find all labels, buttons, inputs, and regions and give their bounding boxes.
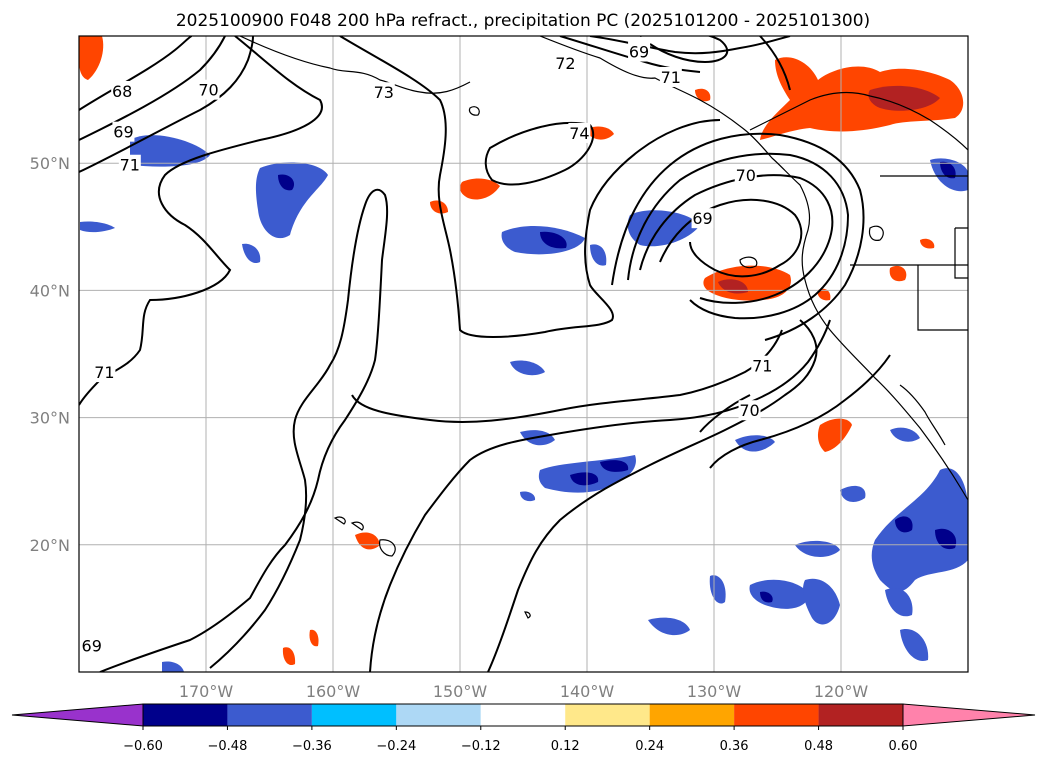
contour-label-bg [568,122,591,143]
colorbar-tick-label: 0.12 [551,739,580,754]
contour-label: 71 [120,156,140,175]
contour-label-bg [628,41,651,62]
contour-label: 70 [198,81,218,100]
contour-label: 71 [752,357,772,376]
contour-label: 69 [629,43,649,62]
contour-label: 73 [374,83,394,102]
contour-label-bg [751,355,774,376]
contour-label-bg [691,208,714,229]
map-title: 2025100900 F048 200 hPa refract., precip… [176,11,870,31]
contour-label: 74 [569,124,589,143]
lon-tick-label: 170°W [179,682,234,701]
contour-label-bg [197,79,220,100]
colorbar-tick-label: −0.36 [292,739,332,754]
colorbar-segment [565,704,650,726]
contour-label: 70 [739,401,759,420]
colorbar-tick-label: 0.60 [889,739,918,754]
contour-label-bg [80,635,103,656]
colorbar-tick-label: 0.48 [804,739,833,754]
contour-label: 70 [736,166,756,185]
colorbar-segment [818,704,903,726]
colorbar-segment [227,704,312,726]
contour-label-bg [112,121,135,142]
colorbar-tick-label: −0.60 [123,739,163,754]
lat-tick-label: 20°N [30,536,70,555]
colorbar-segment [480,704,566,726]
contour-label: 71 [94,363,114,382]
contour-label-bg [659,66,682,87]
contour-label-bg [118,154,141,175]
refractivity-contours [79,36,891,672]
contour-label: 69 [113,123,133,142]
colorbar-tick-label: 0.36 [720,739,749,754]
colorbar-tick-label: −0.12 [461,739,501,754]
precip-positive-areas [79,36,964,666]
precip-negative-areas [80,135,968,672]
colorbar-segment [143,704,228,726]
colorbar-tick-label: −0.48 [208,739,248,754]
map-area: 69 71 71 69 68 70 73 74 72 69 71 70 69 71 70 [79,36,968,672]
lon-tick-label: 130°W [687,682,742,701]
colorbar-segment [649,704,735,726]
contour-label-bg [111,80,134,101]
colorbar-segment [734,704,819,726]
lat-tick-label: 30°N [30,409,70,428]
map-frame [78,35,969,673]
colorbar-extend-high [902,703,1036,727]
contour-label-bg [554,52,577,73]
contour-label: 69 [692,209,712,228]
contour-label: 72 [555,54,575,73]
colorbar-extend-low [11,703,144,727]
colorbar-tick-label: 0.24 [635,739,664,754]
lon-tick-label: 150°W [433,682,488,701]
contour-label-bg [738,400,761,421]
lat-tick-label: 40°N [30,281,70,300]
colorbar: −0.60 −0.48 −0.36 −0.24 −0.12 0.12 0.24 0.36 0.4… [11,703,1036,754]
lon-tick-label: 140°W [560,682,615,701]
colorbar-tick-label: −0.24 [376,739,416,754]
lat-tick-label: 50°N [30,154,70,173]
contour-label-bg [93,362,116,383]
colorbar-segment [311,704,397,726]
colorbar-segment [396,704,481,726]
colorbar-frame [142,703,904,727]
lon-tick-label: 120°W [814,682,869,701]
contour-label: 68 [112,82,132,101]
contour-label: 69 [82,637,102,656]
contour-label-bg [372,82,395,103]
contour-label: 71 [661,68,681,87]
coastlines [239,36,968,619]
contour-label-bg [734,164,757,185]
lon-tick-label: 160°W [306,682,361,701]
contour-labels: 69 71 71 69 68 70 73 74 72 69 71 70 69 71 70 [80,41,774,656]
axis-tick-labels: 170°W 160°W 150°W 140°W 130°W 120°W 50°N 40°N 30… [30,154,869,701]
